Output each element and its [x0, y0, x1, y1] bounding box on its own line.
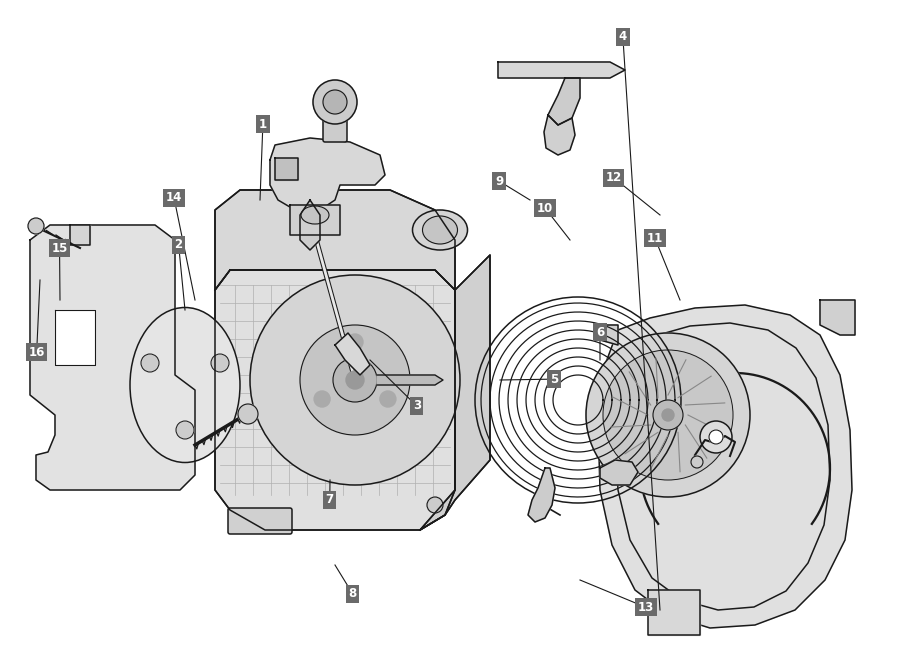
- Text: 1: 1: [259, 117, 267, 131]
- Polygon shape: [215, 190, 455, 290]
- Polygon shape: [55, 310, 95, 365]
- Circle shape: [141, 354, 159, 372]
- Circle shape: [700, 421, 732, 453]
- Text: 8: 8: [348, 587, 357, 601]
- Text: 9: 9: [495, 174, 504, 188]
- Text: 4: 4: [618, 30, 627, 44]
- Text: 15: 15: [51, 242, 68, 255]
- Circle shape: [691, 456, 703, 468]
- Polygon shape: [600, 325, 618, 345]
- Polygon shape: [544, 115, 575, 155]
- Circle shape: [333, 358, 377, 402]
- Text: 6: 6: [595, 325, 605, 339]
- Ellipse shape: [130, 307, 240, 462]
- Circle shape: [662, 409, 674, 421]
- Polygon shape: [548, 78, 580, 125]
- Circle shape: [300, 325, 410, 435]
- Ellipse shape: [412, 210, 467, 250]
- Circle shape: [314, 391, 330, 407]
- Ellipse shape: [422, 216, 457, 244]
- Polygon shape: [377, 375, 440, 385]
- Polygon shape: [820, 300, 855, 335]
- Polygon shape: [598, 305, 852, 628]
- Circle shape: [346, 371, 364, 389]
- Circle shape: [603, 350, 733, 480]
- Circle shape: [211, 354, 229, 372]
- Circle shape: [28, 218, 44, 234]
- Text: 5: 5: [550, 372, 559, 386]
- FancyBboxPatch shape: [228, 508, 292, 534]
- Circle shape: [323, 90, 347, 114]
- Polygon shape: [275, 158, 298, 180]
- Text: 2: 2: [175, 238, 182, 252]
- Text: 13: 13: [638, 601, 654, 614]
- Circle shape: [347, 334, 363, 350]
- Text: 7: 7: [326, 493, 333, 507]
- Circle shape: [250, 275, 460, 485]
- Polygon shape: [290, 205, 340, 235]
- Circle shape: [238, 404, 258, 424]
- Polygon shape: [528, 468, 555, 522]
- Polygon shape: [300, 200, 320, 250]
- Text: 10: 10: [537, 201, 553, 215]
- Circle shape: [313, 80, 357, 124]
- Polygon shape: [600, 460, 638, 485]
- Polygon shape: [420, 255, 490, 530]
- Polygon shape: [215, 270, 455, 530]
- Polygon shape: [648, 590, 700, 635]
- Circle shape: [653, 400, 683, 430]
- Circle shape: [176, 421, 194, 439]
- Circle shape: [380, 391, 396, 407]
- Text: 12: 12: [605, 171, 622, 185]
- Text: 3: 3: [413, 399, 420, 413]
- Polygon shape: [270, 138, 385, 210]
- Text: 16: 16: [28, 346, 45, 359]
- Text: 11: 11: [647, 231, 663, 245]
- Polygon shape: [70, 225, 90, 245]
- Circle shape: [709, 430, 723, 444]
- Polygon shape: [498, 62, 625, 78]
- Circle shape: [427, 497, 443, 513]
- Polygon shape: [30, 225, 195, 490]
- FancyBboxPatch shape: [323, 118, 347, 142]
- Ellipse shape: [301, 206, 329, 224]
- Polygon shape: [335, 333, 370, 375]
- Circle shape: [586, 333, 750, 497]
- Text: 14: 14: [166, 191, 182, 205]
